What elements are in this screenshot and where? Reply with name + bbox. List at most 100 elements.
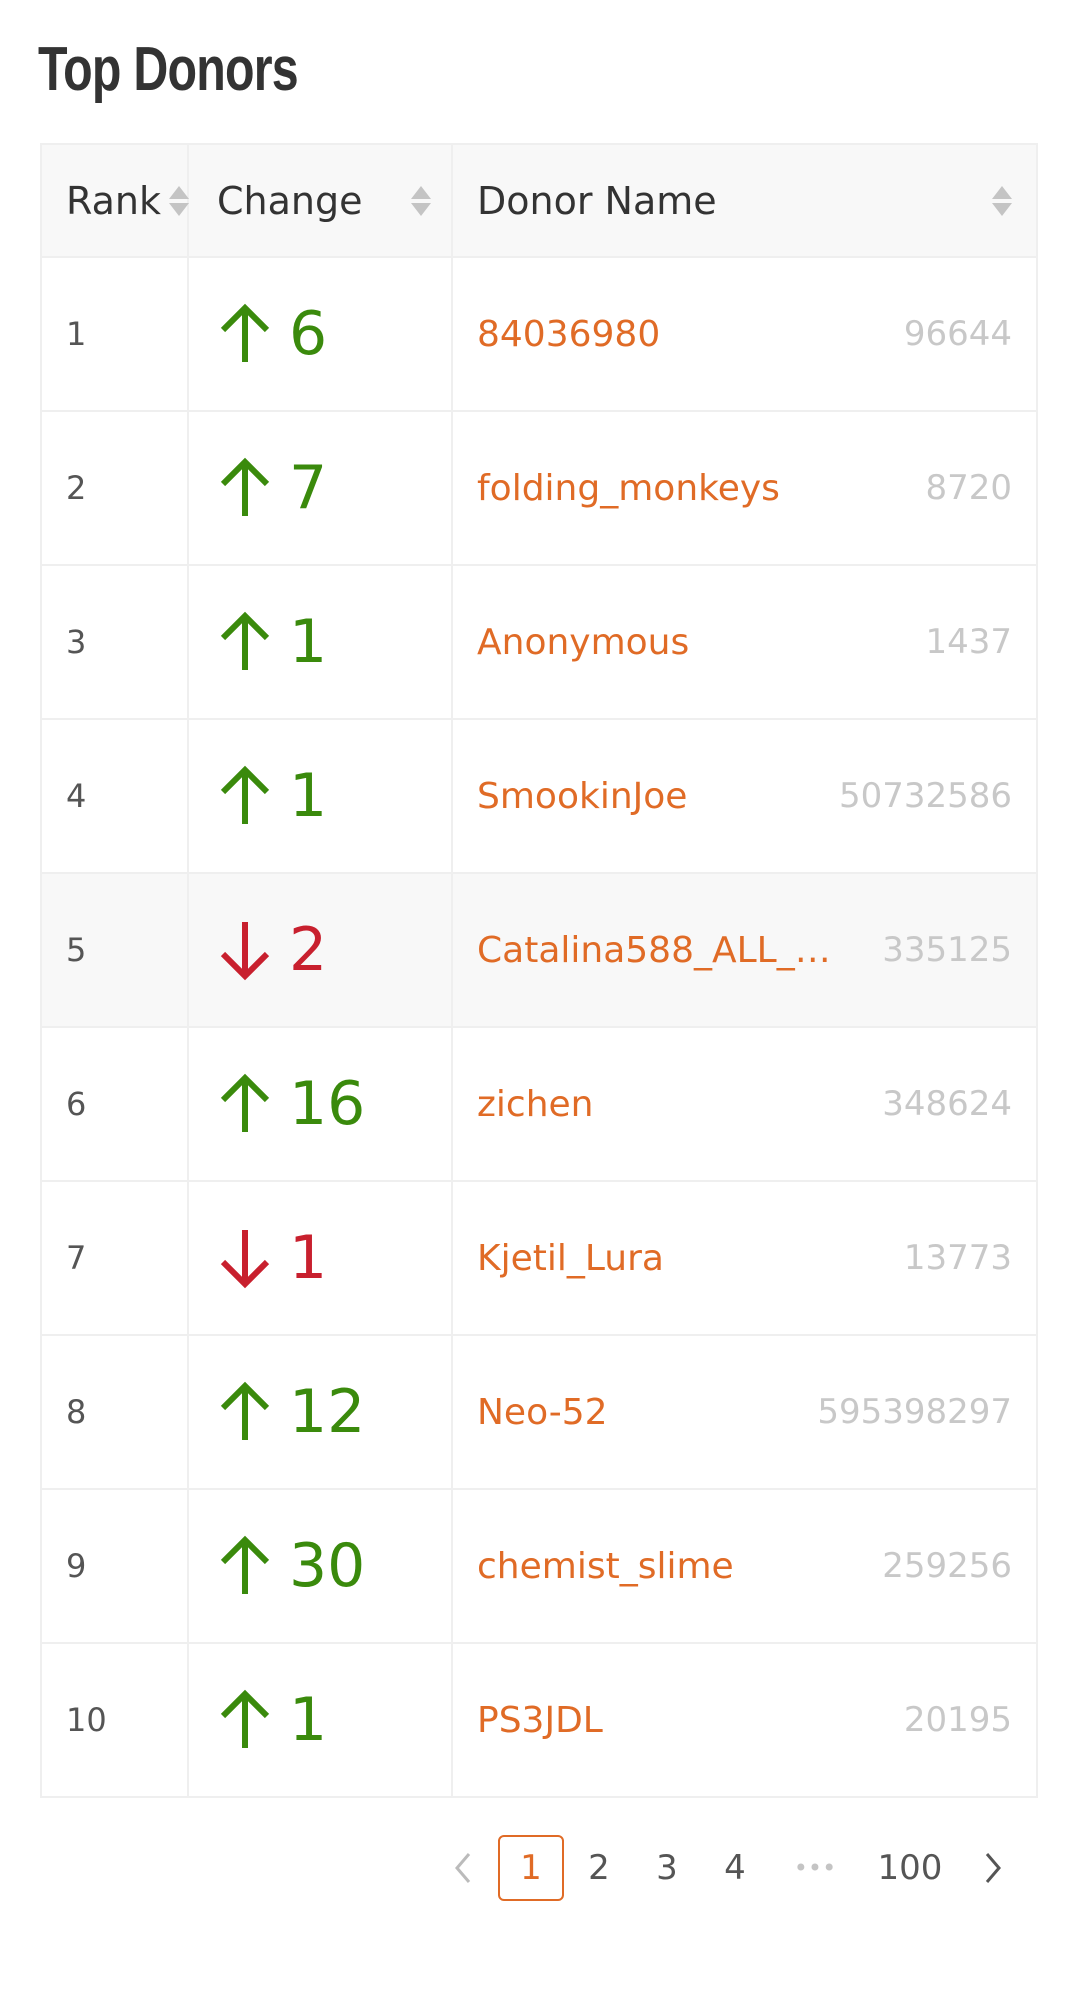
donor-cell: Kjetil_Lura 13773 <box>453 1182 1036 1334</box>
change-value: 1 <box>289 607 328 677</box>
arrow-up-icon <box>220 1535 270 1594</box>
donor-cell: 84036980 96644 <box>453 258 1036 410</box>
change-cell: 1 <box>189 566 453 718</box>
table-row: 4 1 SmookinJoe 50732586 <box>42 718 1036 872</box>
donor-cell: Neo-52 595398297 <box>453 1336 1036 1488</box>
arrow-up-icon <box>220 1689 270 1748</box>
donor-id: 50732586 <box>838 776 1012 816</box>
arrow-up-icon <box>220 1073 270 1132</box>
donor-cell: Catalina588_ALL_1... 335125 <box>453 874 1036 1026</box>
table-row: 2 7 folding_monkeys 8720 <box>42 410 1036 564</box>
page-4-button[interactable]: 4 <box>724 1848 746 1888</box>
page-3-button[interactable]: 3 <box>656 1848 678 1888</box>
page-1-button[interactable]: 1 <box>498 1835 564 1901</box>
arrow-up-icon <box>220 611 270 670</box>
donor-cell: SmookinJoe 50732586 <box>453 720 1036 872</box>
donor-name-link[interactable]: Catalina588_ALL_1... <box>477 929 847 971</box>
rank-cell: 1 <box>42 258 189 410</box>
table-row: 10 1 PS3JDL 20195 <box>42 1642 1036 1796</box>
rank-cell: 6 <box>42 1028 189 1180</box>
rank-cell: 2 <box>42 412 189 564</box>
table-row: 3 1 Anonymous 1437 <box>42 564 1036 718</box>
change-value: 2 <box>289 915 328 985</box>
prev-page-button[interactable] <box>430 1835 496 1901</box>
change-cell: 1 <box>189 1182 453 1334</box>
donor-name-link[interactable]: SmookinJoe <box>477 775 688 817</box>
change-cell: 12 <box>189 1336 453 1488</box>
change-cell: 2 <box>189 874 453 1026</box>
donor-header-label: Donor Name <box>477 178 717 223</box>
change-cell: 1 <box>189 1644 453 1796</box>
table-row: 8 12 Neo-52 595398297 <box>42 1334 1036 1488</box>
table-row: 9 30 chemist_slime 259256 <box>42 1488 1036 1642</box>
change-cell: 16 <box>189 1028 453 1180</box>
donor-name-link[interactable]: Kjetil_Lura <box>477 1237 664 1279</box>
donor-name-link[interactable]: Anonymous <box>477 621 690 663</box>
change-value: 6 <box>289 299 328 369</box>
donor-id: 8720 <box>925 468 1012 508</box>
donor-id: 13773 <box>903 1238 1012 1278</box>
arrow-down-icon <box>220 922 270 981</box>
table-row: 7 1 Kjetil_Lura 13773 <box>42 1180 1036 1334</box>
donor-name-link[interactable]: folding_monkeys <box>477 467 780 509</box>
page-100-button[interactable]: 100 <box>877 1848 943 1888</box>
donor-id: 335125 <box>882 930 1012 970</box>
rank-cell: 8 <box>42 1336 189 1488</box>
donor-cell: folding_monkeys 8720 <box>453 412 1036 564</box>
donor-id: 1437 <box>925 622 1012 662</box>
change-cell: 30 <box>189 1490 453 1642</box>
change-value: 1 <box>289 1223 328 1293</box>
donor-cell: zichen 348624 <box>453 1028 1036 1180</box>
change-header-label: Change <box>217 178 363 223</box>
rank-cell: 5 <box>42 874 189 1026</box>
change-value: 12 <box>289 1377 366 1447</box>
table-row: 1 6 84036980 96644 <box>42 256 1036 410</box>
donor-id: 96644 <box>903 314 1012 354</box>
next-page-button[interactable] <box>960 1835 1026 1901</box>
change-value: 1 <box>289 1685 328 1755</box>
rank-column-header[interactable]: Rank <box>42 145 189 256</box>
arrow-up-icon <box>220 1381 270 1440</box>
change-cell: 1 <box>189 720 453 872</box>
pagination: 1 2 3 4 ••• 100 <box>430 1835 1028 1901</box>
donor-name-link[interactable]: Neo-52 <box>477 1391 608 1433</box>
change-value: 16 <box>289 1069 366 1139</box>
sort-icon[interactable] <box>169 185 189 216</box>
donor-cell: chemist_slime 259256 <box>453 1490 1036 1642</box>
more-pages-ellipsis[interactable]: ••• <box>793 1854 837 1882</box>
sort-icon[interactable] <box>411 185 431 216</box>
rank-header-label: Rank <box>66 178 161 223</box>
table-row: 6 16 zichen 348624 <box>42 1026 1036 1180</box>
page-2-button[interactable]: 2 <box>588 1848 610 1888</box>
sort-icon[interactable] <box>992 185 1012 216</box>
donor-name-link[interactable]: PS3JDL <box>477 1699 603 1741</box>
change-value: 1 <box>289 761 328 831</box>
change-value: 30 <box>289 1531 366 1601</box>
donor-name-link[interactable]: zichen <box>477 1083 594 1125</box>
chevron-right-icon <box>985 1853 1001 1883</box>
table-header: Rank Change Donor Name <box>42 145 1036 256</box>
rank-cell: 7 <box>42 1182 189 1334</box>
table-row: 5 2 Catalina588_ALL_1... 335125 <box>42 872 1036 1026</box>
donor-cell: PS3JDL 20195 <box>453 1644 1036 1796</box>
donor-name-link[interactable]: chemist_slime <box>477 1545 734 1587</box>
donor-id: 20195 <box>903 1700 1012 1740</box>
page-title: Top Donors <box>38 35 299 104</box>
rank-cell: 10 <box>42 1644 189 1796</box>
arrow-up-icon <box>220 303 270 362</box>
donor-column-header[interactable]: Donor Name <box>453 145 1036 256</box>
donors-table: Rank Change Donor Name 1 6 84036980 96644 2 7… <box>40 143 1038 1798</box>
change-value: 7 <box>289 453 328 523</box>
change-column-header[interactable]: Change <box>189 145 453 256</box>
change-cell: 6 <box>189 258 453 410</box>
donor-id: 595398297 <box>817 1392 1012 1432</box>
donor-cell: Anonymous 1437 <box>453 566 1036 718</box>
rank-cell: 4 <box>42 720 189 872</box>
donor-id: 348624 <box>882 1084 1012 1124</box>
arrow-up-icon <box>220 765 270 824</box>
arrow-down-icon <box>220 1230 270 1289</box>
donor-name-link[interactable]: 84036980 <box>477 313 661 355</box>
chevron-left-icon <box>455 1853 471 1883</box>
arrow-up-icon <box>220 457 270 516</box>
rank-cell: 3 <box>42 566 189 718</box>
